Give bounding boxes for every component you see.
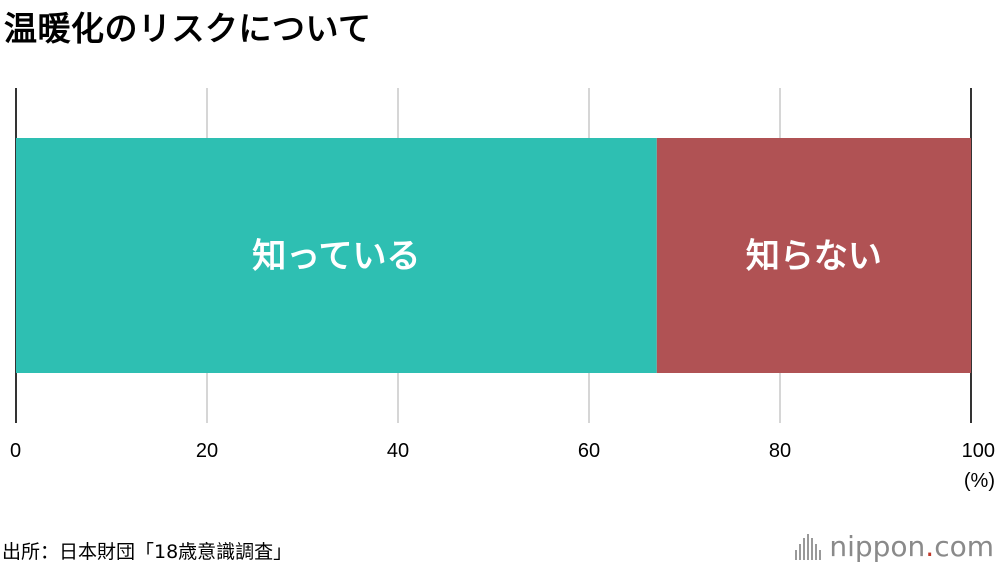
bar-segments [16,138,971,373]
x-tick-label: 80 [769,440,791,462]
bar-segment [16,138,657,373]
logo-dot: . [925,530,935,563]
stacked-bar-chart: 知っている 知らない 0 20 40 60 80 100 (%) [10,88,995,492]
nippon-logo: nippon.com [795,530,994,563]
logo-mark-icon [795,533,822,560]
x-tick-label: 60 [578,440,600,462]
x-tick-label: 0 [10,440,21,462]
logo-suffix: com [934,530,994,563]
segment-labels: 知っている 知らない [252,237,882,277]
x-tick-label: 20 [196,440,218,462]
x-tick-label: 40 [387,440,409,462]
bar-segment [656,138,971,373]
segment-label: 知らない [746,237,882,277]
source-note: 出所：日本財団「18歳意識調査」 [2,541,293,563]
x-axis: 0 20 40 60 80 100 (%) [10,440,995,492]
x-axis-unit: (%) [964,470,995,492]
chart-title: 温暖化のリスクについて [4,9,372,48]
x-tick-label: 100 [962,440,995,462]
segment-label: 知っている [252,237,420,277]
logo-name: nippon [829,530,926,563]
